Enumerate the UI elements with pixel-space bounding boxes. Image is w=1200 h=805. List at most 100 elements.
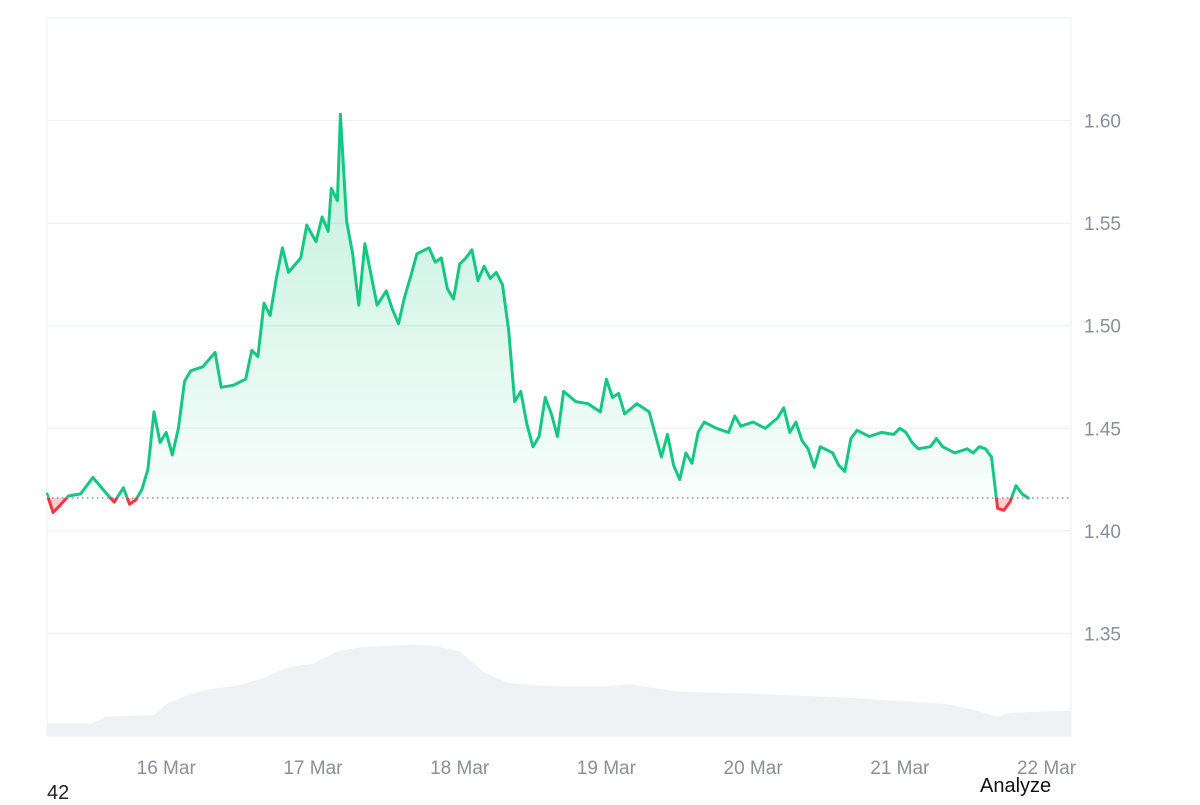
price-line[interactable]	[45, 112, 1030, 514]
price-point	[250, 349, 253, 352]
price-point	[256, 355, 260, 358]
price-point	[232, 384, 235, 387]
price-point	[287, 271, 290, 274]
price-point	[375, 304, 379, 307]
price-point	[128, 503, 131, 506]
y-tick-label: 1.55	[1084, 214, 1121, 235]
price-point	[599, 410, 602, 414]
x-tick-label: 16 Mar	[137, 758, 197, 779]
footer-left-text: 42	[47, 782, 70, 804]
price-point	[843, 470, 846, 473]
price-line-up	[47, 112, 1030, 499]
price-point	[314, 240, 318, 243]
price-point	[972, 451, 975, 455]
price-point	[660, 455, 663, 459]
price-point	[531, 445, 535, 448]
price-point	[605, 377, 608, 381]
price-point	[672, 464, 675, 467]
price-point	[678, 478, 681, 481]
x-tick-label: 18 Mar	[430, 758, 490, 779]
price-point	[623, 412, 626, 416]
volume-area	[47, 644, 1071, 736]
x-axis-ticks: 16 Mar 17 Mar 18 Mar 19 Mar 20 Mar 21 Mar 22 M…	[137, 758, 1077, 779]
volume-shape	[47, 644, 1071, 736]
price-point	[978, 445, 981, 448]
x-tick-label: 21 Mar	[870, 758, 930, 779]
price-point	[562, 390, 565, 393]
price-point	[45, 492, 49, 496]
price-point	[739, 425, 743, 428]
price-point	[171, 453, 174, 457]
price-point	[58, 505, 61, 508]
price-point	[1014, 484, 1018, 487]
price-point	[339, 113, 342, 116]
price-point	[458, 263, 461, 266]
price-fill	[47, 114, 1029, 513]
price-point	[917, 447, 920, 450]
price-point	[476, 279, 480, 282]
price-point	[965, 447, 969, 450]
price-point	[158, 441, 162, 444]
price-point	[220, 386, 223, 389]
price-point	[929, 445, 932, 448]
price-point	[586, 402, 590, 405]
price-point	[703, 420, 706, 424]
x-tick-label: 20 Mar	[724, 758, 784, 779]
price-point	[275, 277, 278, 280]
price-point	[91, 476, 95, 479]
price-point	[268, 314, 272, 317]
y-tick-label: 1.50	[1084, 317, 1121, 338]
price-point	[351, 252, 354, 256]
price-point	[953, 451, 956, 455]
price-point	[544, 396, 547, 399]
price-point	[935, 437, 938, 440]
price-point	[806, 447, 810, 450]
price-point	[751, 420, 755, 424]
price-point	[507, 328, 510, 331]
price-point	[495, 271, 498, 274]
y-tick-label: 1.60	[1084, 112, 1121, 133]
price-point	[336, 199, 339, 202]
price-point	[446, 287, 449, 290]
price-point	[363, 242, 367, 245]
price-point	[357, 304, 360, 307]
price-point	[440, 256, 443, 260]
price-point	[397, 322, 400, 325]
price-point	[849, 437, 853, 440]
price-point	[715, 427, 718, 430]
price-point	[452, 297, 455, 301]
price-point	[556, 435, 559, 438]
price-point	[320, 215, 324, 219]
price-point	[391, 308, 394, 311]
price-point	[635, 402, 639, 405]
price-point	[403, 295, 406, 299]
price-point	[996, 507, 999, 510]
y-tick-label: 1.45	[1084, 419, 1121, 440]
price-point	[537, 435, 541, 438]
price-point	[617, 392, 620, 395]
price-point	[415, 252, 419, 256]
price-point	[140, 488, 143, 491]
price-point	[910, 441, 914, 444]
price-point	[177, 427, 180, 430]
price-point	[727, 431, 730, 434]
price-point	[892, 433, 895, 436]
price-point	[696, 431, 700, 434]
x-tick-label: 17 Mar	[283, 758, 343, 779]
price-point	[550, 412, 553, 416]
analyze-button[interactable]: Analyze	[980, 775, 1052, 797]
price-point	[855, 429, 859, 432]
price-point	[800, 439, 804, 442]
price-point	[213, 351, 217, 354]
price-point	[165, 431, 168, 434]
price-point	[434, 260, 437, 264]
price-point	[369, 273, 373, 276]
price-point	[152, 410, 156, 414]
price-point	[67, 494, 70, 498]
price-point	[782, 406, 785, 409]
y-axis-ticks: 1.35 1.40 1.45 1.50 1.55 1.60	[1084, 112, 1121, 646]
price-point	[79, 492, 82, 496]
price-point	[880, 431, 883, 434]
price-point	[764, 427, 767, 430]
